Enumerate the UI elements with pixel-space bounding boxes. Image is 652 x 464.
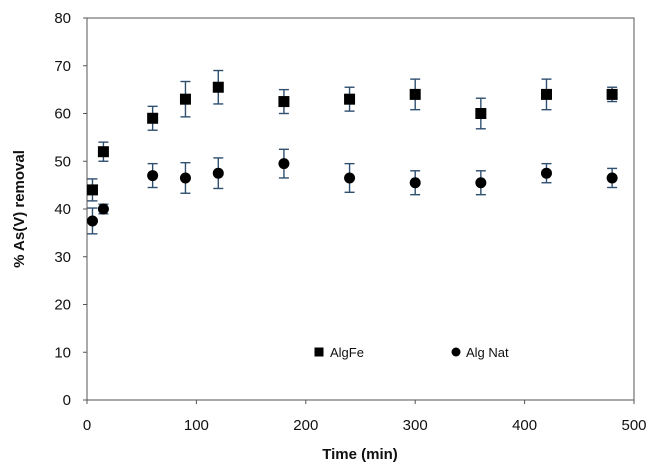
x-tick-label: 400 (512, 417, 537, 434)
y-tick-label: 0 (63, 392, 71, 409)
y-tick-label: 60 (54, 106, 71, 123)
legend-algfe-marker (314, 347, 324, 357)
y-tick-label: 20 (54, 297, 71, 314)
data-markers (86, 81, 618, 227)
data-point-algfe (409, 88, 421, 100)
x-tick-label: 200 (293, 417, 318, 434)
data-point-algfe (147, 112, 159, 124)
data-point-alg-nat (540, 167, 552, 179)
data-point-alg-nat (179, 172, 191, 184)
plot-border (86, 17, 635, 401)
y-axis: 0 10 20 30 40 50 60 70 80 (54, 10, 87, 409)
data-point-alg-nat (212, 167, 224, 179)
x-tick-label: 300 (403, 417, 428, 434)
x-tick-label: 0 (83, 417, 91, 434)
data-point-algfe (344, 93, 356, 105)
x-axis-title: Time (min) (322, 446, 398, 463)
data-point-algfe (212, 81, 224, 93)
data-point-algfe (278, 96, 290, 108)
legend: AlgFe Alg Nat (314, 345, 509, 360)
legend-algfe-label: AlgFe (330, 345, 364, 360)
y-tick-label: 80 (54, 10, 71, 27)
data-point-alg-nat (147, 170, 159, 182)
y-tick-label: 40 (54, 201, 71, 218)
legend-algnat-marker (451, 347, 461, 357)
data-point-alg-nat (278, 158, 290, 170)
data-point-algfe (179, 93, 191, 105)
y-tick-label: 50 (54, 153, 71, 170)
y-axis-title: % As(V) removal (11, 150, 28, 268)
data-point-algfe (606, 88, 618, 100)
data-point-alg-nat (606, 172, 618, 184)
y-tick-label: 30 (54, 249, 71, 266)
data-point-algfe (475, 108, 487, 119)
x-tick-label: 500 (621, 417, 646, 434)
data-point-alg-nat (344, 172, 356, 184)
x-axis: 0 100 200 300 400 500 (83, 400, 647, 434)
data-point-algfe (97, 146, 109, 158)
data-point-algfe (540, 88, 552, 100)
data-point-alg-nat (86, 215, 98, 227)
x-tick-label: 100 (184, 417, 209, 434)
data-point-alg-nat (97, 203, 109, 215)
data-point-alg-nat (475, 177, 487, 189)
y-tick-label: 70 (54, 58, 71, 75)
data-point-alg-nat (409, 177, 421, 189)
legend-algnat-label: Alg Nat (466, 345, 509, 360)
data-point-algfe (86, 184, 98, 196)
y-tick-label: 10 (54, 344, 71, 361)
